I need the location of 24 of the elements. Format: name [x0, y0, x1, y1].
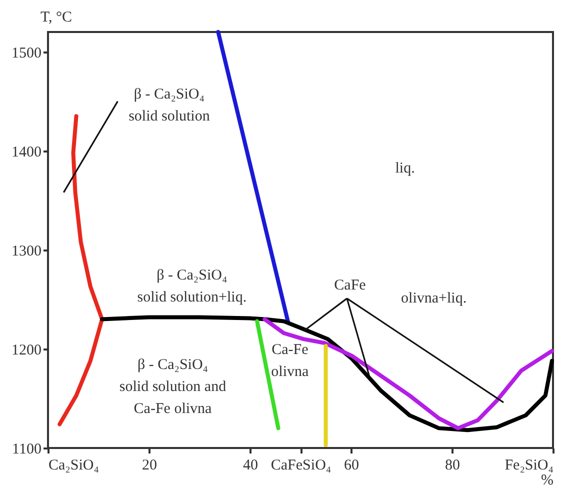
x-tick-label: Ca₂SiO₄	[48, 458, 99, 474]
y-tick-label: 1100	[12, 442, 42, 458]
annotation: β - Ca₂SiO₄ solid solution and Ca-Fe olivna	[119, 356, 227, 417]
x-tick-label: 20	[142, 458, 157, 474]
annotation: Ca-Fe olivna	[271, 342, 309, 380]
x-tick-label: CaFeSiO₄	[270, 458, 332, 474]
annotation: CaFe	[334, 278, 366, 294]
annotation: olivna+liq.	[401, 290, 467, 306]
line-series	[100, 315, 554, 432]
line-series	[58, 114, 104, 426]
line-series	[262, 317, 554, 430]
x-tick-label: Fe₂SiO₄	[504, 458, 554, 474]
annotation: liq.	[395, 160, 415, 177]
y-tick-label: 1300	[12, 243, 42, 260]
annotation: β - Ca₂SiO₄ solid solution+liq.	[137, 268, 247, 306]
y-tick-label: 1400	[12, 144, 42, 160]
y-tick-label: 1500	[12, 45, 42, 62]
x-tick-label: 40	[243, 458, 258, 474]
y-axis-title: T, °C	[40, 10, 72, 26]
annotation: β - Ca₂SiO₄ solid solution	[128, 86, 210, 124]
x-tick-label: 60	[344, 458, 359, 474]
y-tick-label: 1200	[12, 342, 42, 358]
x-tick-label: 80	[445, 458, 460, 474]
x-axis-title: %	[541, 472, 554, 488]
